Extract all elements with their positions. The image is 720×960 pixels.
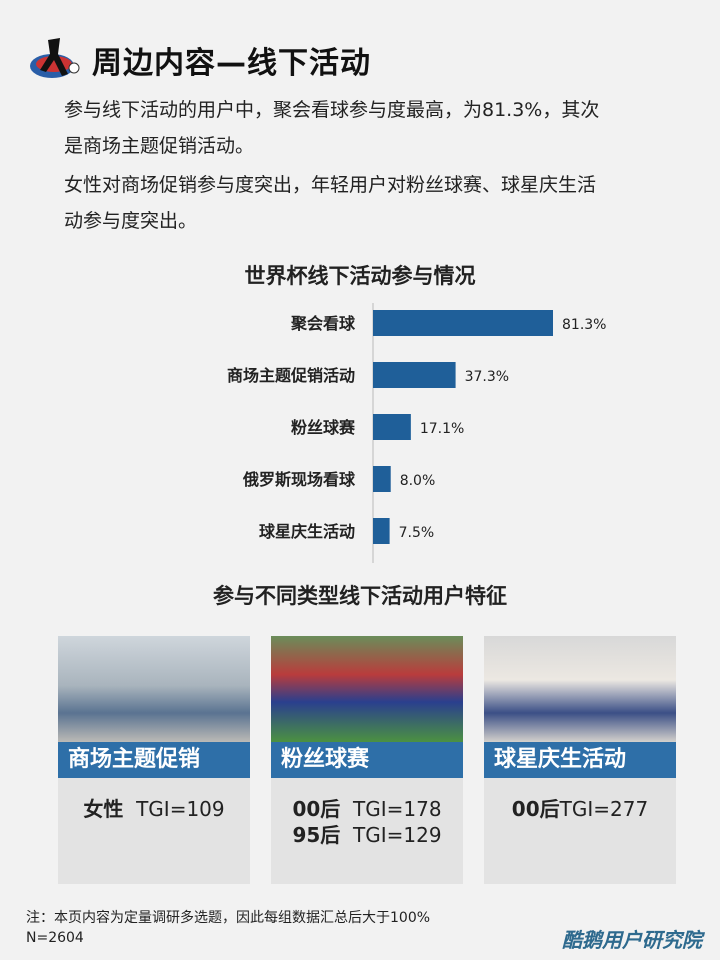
footnote: 注：本页内容为定量调研多选题，因此每组数据汇总后大于100% <box>26 910 431 926</box>
page-title: 周边内容—线下活动 <box>92 46 371 81</box>
category-label: 俄罗斯现场看球 <box>242 470 356 489</box>
summary-line: 女性对商场促销参与度突出，年轻用户对粉丝球赛、球星庆生活 <box>64 174 597 196</box>
bar <box>373 414 411 440</box>
card-label: 粉丝球赛 <box>271 742 463 778</box>
data-label: 8.0% <box>400 473 436 489</box>
tgi-value: TGI=277 <box>559 797 649 821</box>
chart-title: 世界杯线下活动参与情况 <box>244 264 476 288</box>
section-title: 参与不同类型线下活动用户特征 <box>213 584 507 608</box>
category-label: 球星庆生活动 <box>259 522 355 541</box>
card-label: 球星庆生活动 <box>484 742 676 778</box>
group-label: 00后 <box>292 797 341 821</box>
soccer-player-logo-icon <box>30 38 80 78</box>
summary-line: 动参与度突出。 <box>64 210 198 232</box>
category-label: 商场主题促销活动 <box>227 366 355 385</box>
bar <box>373 466 391 492</box>
data-label: 17.1% <box>420 421 464 437</box>
data-label: 7.5% <box>399 525 435 541</box>
group-label: 女性 <box>83 797 124 821</box>
tgi-value: TGI=109 <box>136 797 225 821</box>
card-mall-promo: 商场主题促销 女性 TGI=109 <box>58 636 250 884</box>
celebration-photo <box>484 636 676 746</box>
brand-logo: 酷鹅用户研究院 <box>562 928 702 952</box>
category-label: 聚会看球 <box>290 314 356 333</box>
card-label: 商场主题促销 <box>58 742 250 778</box>
group-label: 95后 <box>292 823 341 847</box>
soccer-photo <box>271 636 463 746</box>
summary-line: 参与线下活动的用户中，聚会看球参与度最高，为81.3%，其次 <box>64 99 600 121</box>
mall-photo <box>58 636 250 746</box>
tgi-value: TGI=129 <box>353 823 442 847</box>
bar <box>373 310 553 336</box>
sample-size: N=2604 <box>26 930 84 946</box>
bar <box>373 518 390 544</box>
data-label: 37.3% <box>465 369 509 385</box>
category-label: 粉丝球赛 <box>291 418 356 437</box>
bar <box>373 362 456 388</box>
data-label: 81.3% <box>562 317 606 333</box>
tgi-value: TGI=178 <box>353 797 442 821</box>
card-star-birthday: 球星庆生活动 00后TGI=277 <box>484 636 676 884</box>
summary-line: 是商场主题促销活动。 <box>64 135 255 157</box>
card-fan-match: 粉丝球赛 00后 TGI=178 95后 TGI=129 <box>271 636 463 884</box>
group-label: 00后 <box>511 797 560 821</box>
bar-chart: 聚会看球 81.3% 商场主题促销活动 37.3% 粉丝球赛 17.1% 俄罗斯现场看球 8.… <box>227 303 606 563</box>
